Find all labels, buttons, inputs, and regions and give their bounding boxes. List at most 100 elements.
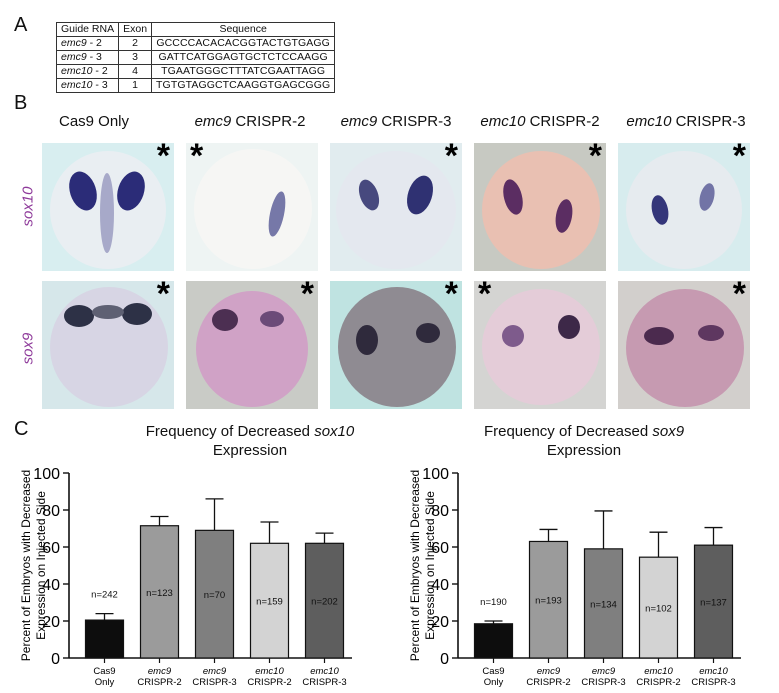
header-guide-rna: Guide RNA [55, 22, 120, 37]
asterisk-marker: * [444, 143, 458, 175]
x-tick-label: Cas9 [93, 666, 115, 677]
x-tick-label: emc9 [148, 666, 172, 677]
x-tick-label: CRISPR-2 [247, 677, 291, 688]
n-label: n=123 [146, 588, 173, 599]
column-header-emc9-crispr-2: emc9 CRISPR-2 [194, 113, 306, 130]
x-tick-label: CRISPR-2 [526, 677, 570, 688]
chart-title-sox10: Frequency of Decreased sox10 Expression [145, 423, 355, 459]
bar [693, 544, 734, 659]
column-header-emc10-crispr-3: emc10 CRISPR-3 [626, 113, 746, 130]
bar [304, 542, 345, 659]
x-tick-label: emc9 [537, 666, 561, 677]
y-tick-label: 20 [42, 614, 60, 631]
n-label: n=134 [590, 599, 617, 610]
y-tick-label: 40 [431, 577, 449, 594]
embryo-image-sox10-emc10-crispr-3: * [618, 143, 750, 271]
n-label: n=242 [91, 590, 118, 601]
asterisk-marker: * [444, 281, 458, 313]
y-tick-label: 100 [422, 466, 449, 483]
guide-exon: 2 [118, 36, 153, 51]
column-header-emc9-crispr-3: emc9 CRISPR-3 [340, 113, 452, 130]
bar [84, 619, 125, 659]
embryo-image-sox9-emc9-crispr-3: * [330, 281, 462, 409]
column-header-emc10-crispr-2: emc10 CRISPR-2 [480, 113, 600, 130]
guide-exon: 1 [118, 78, 153, 93]
guide-sequence: GCCCCACACACGGTACTGTGAGG [151, 36, 336, 51]
n-label: n=202 [311, 597, 338, 608]
y-axis-label: Percent of Embryos with DecreasedExpress… [408, 470, 437, 661]
bar [528, 540, 569, 659]
x-tick-label: emc10 [255, 666, 284, 677]
guide-table-row: emc9 - 3 3 GATTCATGGAGTGCTCTCCAAGG [55, 50, 336, 65]
x-tick-label: emc10 [699, 666, 728, 677]
bar-chart-sox10: Percent of Embryos with DecreasedExpress… [19, 466, 352, 688]
header-exon: Exon [118, 22, 153, 37]
row-label-sox10: sox10 [19, 186, 37, 227]
guide-name: emc10 - 2 [55, 64, 120, 79]
y-tick-label: 80 [42, 503, 60, 520]
x-tick-label: Only [95, 677, 115, 688]
bar [583, 548, 624, 659]
x-tick-label: CRISPR-2 [137, 677, 181, 688]
y-axis-label-line: Expression on Injected Side [34, 491, 48, 640]
embryo-image-sox9-emc9-crispr-2: * [186, 281, 318, 409]
y-tick-label: 60 [431, 540, 449, 557]
asterisk-marker: * [478, 281, 492, 313]
embryo-image-sox10-emc9-crispr-2: * [186, 143, 318, 271]
asterisk-marker: * [156, 143, 170, 175]
guide-sequence: GATTCATGGAGTGCTCTCCAAGG [151, 50, 336, 65]
embryo-image-sox10-emc10-crispr-2: * [474, 143, 606, 271]
row-label-sox9: sox9 [19, 332, 37, 365]
guide-table-header-row: Guide RNA Exon Sequence [55, 22, 336, 37]
guide-rna-table: Guide RNA Exon Sequence emc9 - 2 2 GCCCC… [55, 22, 336, 93]
x-tick-label: emc9 [203, 666, 227, 677]
y-tick-label: 0 [51, 651, 60, 668]
x-tick-label: emc9 [592, 666, 616, 677]
embryo-image-sox9-emc10-crispr-3: * [618, 281, 750, 409]
x-tick-label: Only [484, 677, 504, 688]
embryo-image-sox10-emc9-crispr-3: * [330, 143, 462, 271]
embryo-image-sox10-cas9-only: * [42, 143, 174, 271]
asterisk-marker: * [190, 143, 204, 175]
y-tick-label: 100 [33, 466, 60, 483]
panel-label-b: B [14, 92, 28, 114]
guide-name: emc9 - 3 [55, 50, 120, 65]
panel-label-a: A [14, 14, 28, 36]
chart-title-sox9: Frequency of Decreased sox9 Expression [483, 423, 685, 459]
guide-table-row: emc9 - 2 2 GCCCCACACACGGTACTGTGAGG [55, 36, 336, 51]
n-label: n=159 [256, 597, 283, 608]
n-label: n=102 [645, 604, 672, 615]
asterisk-marker: * [732, 281, 746, 313]
y-tick-label: 60 [42, 540, 60, 557]
bar [139, 525, 180, 659]
x-tick-label: emc10 [310, 666, 339, 677]
y-tick-label: 40 [42, 577, 60, 594]
x-tick-label: CRISPR-2 [636, 677, 680, 688]
guide-name: emc10 - 3 [55, 78, 120, 93]
asterisk-marker: * [156, 281, 170, 313]
x-tick-label: CRISPR-3 [192, 677, 236, 688]
n-label: n=70 [204, 590, 225, 601]
y-tick-label: 0 [440, 651, 449, 668]
x-tick-label: CRISPR-3 [302, 677, 346, 688]
x-tick-label: CRISPR-3 [691, 677, 735, 688]
y-axis-label: Percent of Embryos with DecreasedExpress… [19, 470, 48, 661]
bar [249, 542, 290, 659]
panel-label-c: C [14, 418, 29, 440]
y-axis-label-line: Percent of Embryos with Decreased [408, 470, 422, 661]
guide-exon: 3 [118, 50, 153, 65]
y-axis-label-line: Percent of Embryos with Decreased [19, 470, 33, 661]
guide-sequence: TGTGTAGGCTCAAGGTGAGCGGG [151, 78, 336, 93]
x-tick-label: Cas9 [482, 666, 504, 677]
x-tick-label: emc10 [644, 666, 673, 677]
n-label: n=137 [700, 598, 727, 609]
n-label: n=193 [535, 596, 562, 607]
guide-table-row: emc10 - 2 4 TGAATGGGCTTTATCGAATTAGG [55, 64, 336, 79]
guide-table-row: emc10 - 3 1 TGTGTAGGCTCAAGGTGAGCGGG [55, 78, 336, 93]
guide-sequence: TGAATGGGCTTTATCGAATTAGG [151, 64, 336, 79]
x-tick-label: CRISPR-3 [581, 677, 625, 688]
n-label: n=190 [480, 597, 507, 608]
bar [473, 623, 514, 659]
y-tick-label: 80 [431, 503, 449, 520]
y-tick-label: 20 [431, 614, 449, 631]
